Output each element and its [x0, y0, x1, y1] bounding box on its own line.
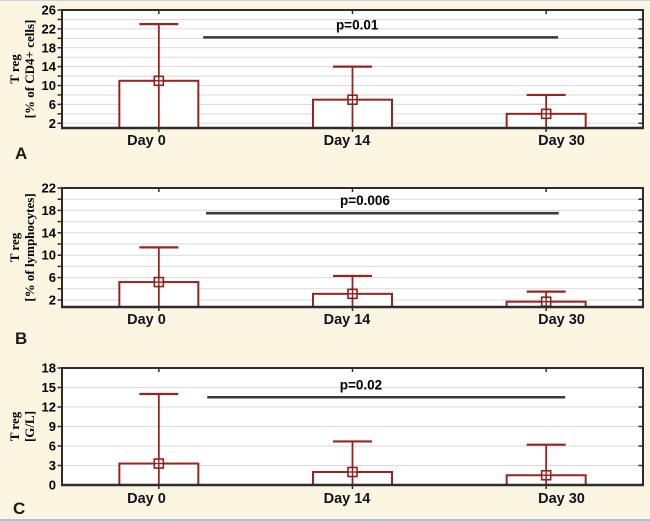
y-tick-label: 14 [42, 225, 57, 240]
panel-b: 2 6 10 14 18 22 Day 0 Day 14 Day 30 p=0.006 B T reg… [7, 181, 644, 348]
y-tick-label: 18 [42, 203, 56, 218]
category-label-day1: Day 14 [324, 133, 371, 149]
p-value-label-c: p=0.02 [340, 377, 382, 392]
bottom-edge-line [0, 519, 650, 521]
y-tick-label: 10 [42, 248, 56, 263]
category-label-day2: Day 30 [538, 312, 585, 328]
y-tick-label: 22 [42, 181, 56, 196]
y-tick-label: 15 [42, 380, 56, 395]
y-tick-label: 18 [42, 361, 56, 376]
y-tick-label: 3 [49, 458, 56, 473]
category-label-day1: Day 14 [324, 312, 371, 328]
category-label-day2: Day 30 [538, 133, 585, 149]
y-tick-label: 2 [49, 116, 56, 131]
p-value-label-a: p=0.01 [336, 17, 379, 32]
top-edge-line [0, 0, 650, 1]
y-tick-label: 14 [42, 59, 57, 74]
category-label-day0: Day 0 [127, 312, 166, 328]
y-axis-title-line1-a: T reg [7, 54, 22, 84]
y-axis-title-line1-b: T reg [7, 232, 22, 262]
y-tick-label: 22 [42, 21, 56, 36]
category-label-day0: Day 0 [127, 133, 166, 149]
panel-letter-a: A [15, 144, 27, 163]
y-tick-label: 6 [49, 97, 56, 112]
y-axis-title-line2-b: [% of lymphocytes] [22, 193, 37, 301]
y-tick-label: 18 [42, 40, 56, 55]
category-label-day2: Day 30 [538, 491, 585, 507]
panel-c: 0 3 6 9 12 15 18 Day 0 Day 14 Day 30 p=0.02 C T reg[… [7, 361, 644, 518]
y-tick-label: 0 [49, 478, 56, 493]
y-tick-label: 6 [49, 439, 56, 454]
y-tick-label: 9 [49, 419, 56, 434]
y-axis-title-line2-a: [% of CD4+ cells] [22, 20, 37, 119]
y-axis-title-line1-c: T reg [7, 411, 22, 441]
y-tick-label: 10 [42, 78, 56, 93]
y-tick-label: 12 [42, 400, 56, 415]
panel-letter-c: C [13, 499, 25, 518]
p-value-label-b: p=0.006 [340, 193, 390, 208]
y-tick-label: 6 [49, 270, 56, 285]
y-axis-title-line2-c: [G/L] [22, 411, 37, 442]
y-tick-label: 26 [42, 3, 56, 18]
panel-letter-b: B [15, 329, 27, 348]
y-tick-label: 2 [49, 293, 56, 308]
category-label-day1: Day 14 [324, 491, 371, 507]
category-label-day0: Day 0 [127, 491, 166, 507]
